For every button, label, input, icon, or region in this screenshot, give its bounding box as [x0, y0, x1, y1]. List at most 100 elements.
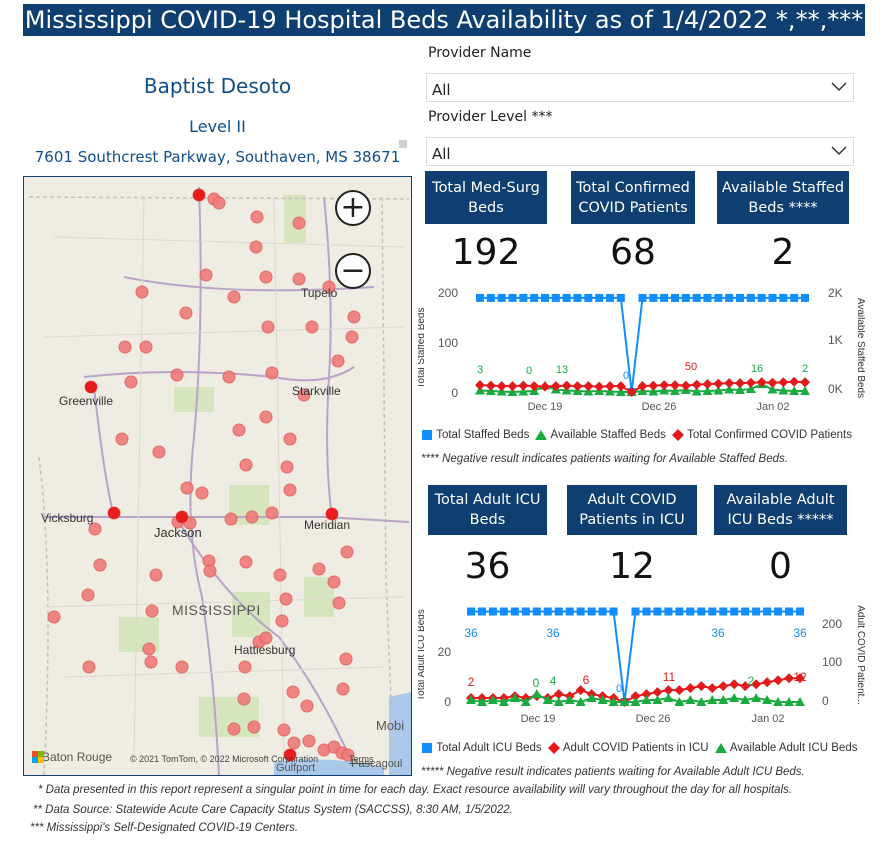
- data-point[interactable]: [663, 685, 674, 696]
- data-point[interactable]: [564, 695, 575, 705]
- data-point[interactable]: [719, 607, 728, 616]
- data-point[interactable]: [718, 695, 729, 705]
- data-point[interactable]: [670, 386, 680, 396]
- hospital-marker[interactable]: [180, 481, 194, 495]
- data-point[interactable]: [746, 293, 755, 302]
- hospital-marker[interactable]: [347, 310, 361, 324]
- hospital-marker[interactable]: [227, 290, 241, 304]
- hospital-marker[interactable]: [227, 722, 241, 736]
- hospital-marker[interactable]: [259, 410, 273, 424]
- data-point[interactable]: [510, 607, 519, 616]
- data-point[interactable]: [685, 683, 696, 694]
- data-point[interactable]: [488, 607, 497, 616]
- hospital-marker[interactable]: [312, 562, 326, 576]
- data-point[interactable]: [626, 387, 637, 397]
- hospital-marker[interactable]: [292, 216, 306, 230]
- data-point[interactable]: [576, 607, 585, 616]
- data-point[interactable]: [757, 293, 766, 302]
- data-point[interactable]: [587, 607, 596, 616]
- data-point[interactable]: [674, 697, 685, 706]
- hospital-marker[interactable]: [115, 432, 129, 446]
- data-point[interactable]: [648, 386, 659, 396]
- data-point[interactable]: [773, 697, 784, 706]
- hospital-marker[interactable]: [261, 320, 275, 334]
- data-point[interactable]: [496, 381, 507, 392]
- data-point[interactable]: [485, 380, 496, 391]
- data-point[interactable]: [740, 681, 751, 692]
- hospital-marker[interactable]: [238, 660, 252, 674]
- data-point[interactable]: [637, 381, 648, 392]
- data-point[interactable]: [696, 681, 707, 692]
- hospital-marker[interactable]: [341, 748, 355, 762]
- data-point[interactable]: [561, 380, 572, 391]
- data-point[interactable]: [584, 293, 593, 302]
- data-point[interactable]: [573, 293, 582, 302]
- provider-name-dropdown[interactable]: All: [426, 73, 854, 102]
- hospital-marker-selected[interactable]: [108, 507, 120, 519]
- data-point[interactable]: [671, 293, 679, 302]
- data-point[interactable]: [751, 693, 762, 703]
- data-point[interactable]: [507, 387, 518, 396]
- data-point[interactable]: [785, 607, 794, 616]
- hospital-marker[interactable]: [327, 575, 341, 589]
- data-point[interactable]: [551, 293, 560, 302]
- data-point[interactable]: [729, 679, 740, 690]
- hospital-marker[interactable]: [195, 486, 209, 500]
- hospital-marker[interactable]: [322, 280, 336, 294]
- hospital-marker[interactable]: [199, 268, 213, 282]
- data-point[interactable]: [532, 607, 541, 616]
- data-point[interactable]: [702, 379, 713, 390]
- data-point[interactable]: [707, 683, 718, 694]
- hospital-marker[interactable]: [124, 375, 138, 389]
- data-point[interactable]: [508, 293, 517, 302]
- data-point[interactable]: [540, 381, 550, 392]
- data-point[interactable]: [697, 607, 706, 616]
- data-point[interactable]: [796, 607, 804, 616]
- data-point[interactable]: [519, 293, 528, 302]
- data-point[interactable]: [467, 607, 475, 616]
- data-point[interactable]: [800, 377, 810, 388]
- hospital-marker[interactable]: [283, 483, 297, 497]
- data-point[interactable]: [752, 607, 761, 616]
- hospital-marker[interactable]: [237, 692, 251, 706]
- data-point[interactable]: [642, 607, 651, 616]
- data-point[interactable]: [541, 293, 549, 302]
- hospital-marker-selected[interactable]: [176, 511, 188, 523]
- hospital-marker[interactable]: [247, 720, 261, 734]
- data-point[interactable]: [800, 386, 810, 396]
- hospital-marker[interactable]: [332, 596, 346, 610]
- data-point[interactable]: [801, 293, 809, 302]
- data-point[interactable]: [659, 380, 670, 391]
- data-point[interactable]: [475, 380, 485, 391]
- data-point[interactable]: [487, 695, 498, 705]
- focus-mode-icon[interactable]: [399, 140, 407, 148]
- data-point[interactable]: [692, 293, 701, 302]
- data-point[interactable]: [789, 386, 800, 396]
- data-point[interactable]: [507, 381, 518, 392]
- hospital-marker[interactable]: [339, 652, 353, 666]
- data-point[interactable]: [520, 697, 531, 706]
- data-point[interactable]: [598, 607, 607, 616]
- data-point[interactable]: [498, 697, 509, 706]
- data-point[interactable]: [714, 293, 723, 302]
- hospital-marker[interactable]: [93, 558, 107, 572]
- data-point[interactable]: [724, 378, 735, 389]
- data-point[interactable]: [724, 384, 735, 394]
- hospital-marker-selected[interactable]: [326, 508, 338, 520]
- data-point[interactable]: [616, 293, 625, 302]
- hospital-marker[interactable]: [118, 340, 132, 354]
- hospital-marker[interactable]: [245, 510, 259, 524]
- hospital-marker[interactable]: [292, 272, 306, 286]
- data-point[interactable]: [713, 378, 724, 389]
- data-point[interactable]: [608, 697, 619, 706]
- data-point[interactable]: [497, 293, 506, 302]
- hospital-marker[interactable]: [239, 458, 253, 472]
- data-point[interactable]: [795, 697, 805, 706]
- data-point[interactable]: [521, 607, 530, 616]
- data-point[interactable]: [735, 378, 745, 389]
- data-point[interactable]: [554, 607, 563, 616]
- hospital-marker[interactable]: [82, 660, 96, 674]
- data-point[interactable]: [615, 387, 626, 396]
- data-point[interactable]: [774, 607, 783, 616]
- data-point[interactable]: [583, 381, 594, 392]
